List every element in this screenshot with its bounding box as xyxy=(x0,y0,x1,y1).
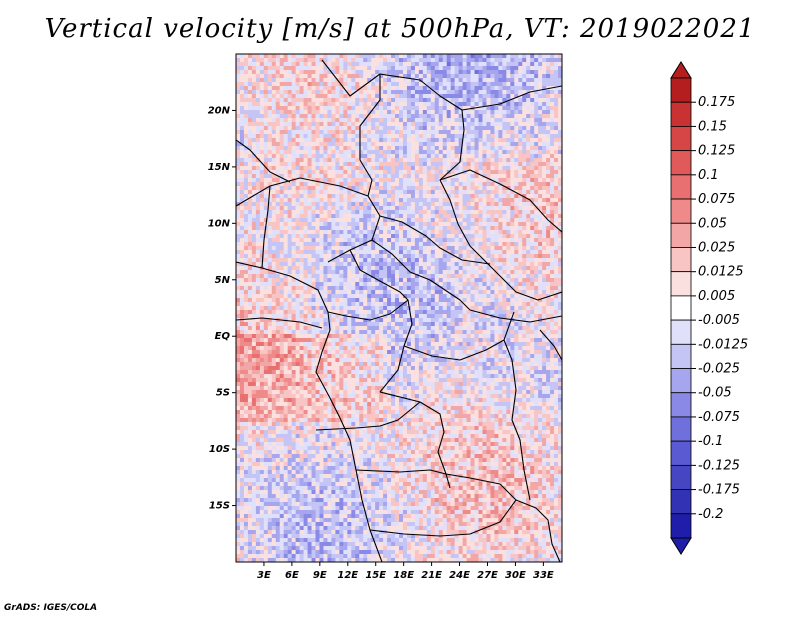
lat-label: 10N xyxy=(208,218,231,229)
colorbar-swatch xyxy=(670,489,692,515)
colorbar-label: 0.125 xyxy=(698,144,735,159)
lat-label: 15S xyxy=(209,501,230,512)
colorbar: 0.175 0.15 0.125 0.1 0.075 0.05 0.025 0.0125 0.0… xyxy=(670,61,748,555)
colorbar-swatch xyxy=(670,416,692,442)
chart-title: Vertical velocity [m/s] at 500hPa, VT: 2… xyxy=(44,14,756,44)
colorbar-bottom-arrow xyxy=(670,537,692,555)
colorbar-swatch xyxy=(670,271,692,297)
colorbar-label: -0.005 xyxy=(698,313,740,328)
lat-label: 15N xyxy=(208,162,231,173)
lat-label: EQ xyxy=(215,331,231,342)
colorbar-label: -0.1 xyxy=(698,434,723,449)
lon-label: 30E xyxy=(505,570,526,581)
colorbar-swatch xyxy=(670,126,692,152)
lon-label: 27E xyxy=(477,570,498,581)
colorbar-label: -0.0125 xyxy=(698,337,748,352)
colorbar-swatch xyxy=(670,295,692,321)
lat-label: 5S xyxy=(216,388,230,399)
latitude-axis: 20N 15N 10N 5N EQ 5S 10S 15S xyxy=(208,105,236,512)
colorbar-swatch xyxy=(670,464,692,490)
velocity-field xyxy=(236,54,562,562)
colorbar-swatch xyxy=(670,440,692,466)
colorbar-swatch xyxy=(670,101,692,127)
colorbar-swatch xyxy=(670,150,692,176)
lon-label: 21E xyxy=(421,570,442,581)
colorbar-label: -0.2 xyxy=(698,507,723,522)
country-borders xyxy=(236,59,562,562)
lon-label: 15E xyxy=(365,570,386,581)
colorbar-label: 0.15 xyxy=(698,119,727,134)
colorbar-swatch xyxy=(670,343,692,369)
colorbar-label: -0.025 xyxy=(698,362,740,377)
colorbar-label: 0.0125 xyxy=(698,265,744,280)
lon-label: 12E xyxy=(337,570,358,581)
colorbar-swatch xyxy=(670,198,692,224)
lon-label: 33E xyxy=(533,570,554,581)
colorbar-swatch xyxy=(670,368,692,394)
colorbar-swatch xyxy=(670,247,692,273)
colorbar-swatch xyxy=(670,392,692,418)
lon-label: 24E xyxy=(449,570,470,581)
lat-label: 20N xyxy=(208,105,231,116)
colorbar-label: 0.025 xyxy=(698,240,735,255)
colorbar-label: -0.05 xyxy=(698,386,732,401)
colorbar-swatch xyxy=(670,319,692,345)
colorbar-swatch xyxy=(670,513,692,539)
lat-label: 5N xyxy=(215,275,231,286)
lat-label: 10S xyxy=(209,444,230,455)
colorbar-swatch xyxy=(670,174,692,200)
colorbar-swatch xyxy=(670,77,692,103)
longitude-axis: 3E 6E 9E 12E 15E 18E 21E 24E 27E 30E 33E xyxy=(257,562,554,581)
colorbar-swatch xyxy=(670,222,692,248)
lon-label: 9E xyxy=(313,570,327,581)
colorbar-label: 0.1 xyxy=(698,168,719,183)
colorbar-label: -0.075 xyxy=(698,410,740,425)
colorbar-label: 0.175 xyxy=(698,95,735,110)
colorbar-label: 0.05 xyxy=(698,216,727,231)
map-frame xyxy=(235,53,563,563)
lon-label: 3E xyxy=(257,570,271,581)
colorbar-label: 0.075 xyxy=(698,192,735,207)
colorbar-top-arrow xyxy=(670,61,692,79)
colorbar-label: -0.175 xyxy=(698,483,740,498)
lon-label: 6E xyxy=(285,570,299,581)
lon-label: 18E xyxy=(393,570,414,581)
colorbar-label: -0.125 xyxy=(698,458,740,473)
colorbar-label: 0.005 xyxy=(698,289,735,304)
grads-credit: GrADS: IGES/COLA xyxy=(4,603,98,613)
